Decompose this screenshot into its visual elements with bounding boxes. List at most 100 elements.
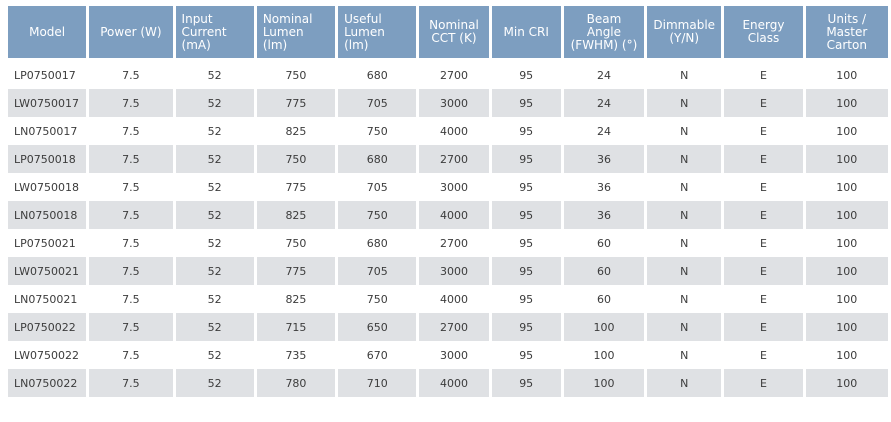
cell-dimmable: N xyxy=(647,61,722,89)
cell-nominal-lumen: 825 xyxy=(256,201,336,229)
cell-power: 7.5 xyxy=(89,285,173,313)
table-header: Model Power (W) Input Current (mA) Nomin… xyxy=(8,6,888,58)
cell-useful-lumen: 680 xyxy=(338,229,417,257)
cell-units-carton: 100 xyxy=(805,117,888,145)
cell-energy-class: E xyxy=(724,145,803,173)
cell-units-carton: 100 xyxy=(805,61,888,89)
table-row: LN0750021 7.5 52 825 750 4000 95 60 N E 100 xyxy=(8,285,888,313)
cell-nominal-cct: 3000 xyxy=(419,173,489,201)
cell-dimmable: N xyxy=(647,89,722,117)
cell-dimmable: N xyxy=(647,313,722,341)
cell-useful-lumen: 670 xyxy=(338,341,417,369)
cell-energy-class: E xyxy=(724,201,803,229)
cell-power: 7.5 xyxy=(89,117,173,145)
header-input-current: Input Current (mA) xyxy=(175,6,254,58)
cell-useful-lumen: 705 xyxy=(338,257,417,285)
cell-input-current: 52 xyxy=(175,89,254,117)
cell-model: LW0750017 xyxy=(8,89,87,117)
cell-units-carton: 100 xyxy=(805,173,888,201)
header-min-cri: Min CRI xyxy=(491,6,561,58)
cell-nominal-cct: 2700 xyxy=(419,61,489,89)
cell-dimmable: N xyxy=(647,285,722,313)
cell-nominal-cct: 3000 xyxy=(419,89,489,117)
table-row: LW0750017 7.5 52 775 705 3000 95 24 N E 100 xyxy=(8,89,888,117)
cell-dimmable: N xyxy=(647,117,722,145)
cell-nominal-lumen: 750 xyxy=(256,61,336,89)
table-row: LW0750018 7.5 52 775 705 3000 95 36 N E 100 xyxy=(8,173,888,201)
cell-useful-lumen: 650 xyxy=(338,313,417,341)
cell-power: 7.5 xyxy=(89,341,173,369)
cell-model: LP0750017 xyxy=(8,61,87,89)
cell-min-cri: 95 xyxy=(491,89,561,117)
cell-energy-class: E xyxy=(724,229,803,257)
cell-nominal-lumen: 775 xyxy=(256,257,336,285)
cell-nominal-lumen: 715 xyxy=(256,313,336,341)
cell-nominal-cct: 2700 xyxy=(419,145,489,173)
cell-nominal-lumen: 780 xyxy=(256,369,336,397)
cell-nominal-cct: 4000 xyxy=(419,201,489,229)
cell-units-carton: 100 xyxy=(805,89,888,117)
cell-model: LP0750021 xyxy=(8,229,87,257)
cell-beam-angle: 24 xyxy=(563,89,645,117)
header-units-carton: Units / Master Carton xyxy=(805,6,888,58)
table-row: LW0750022 7.5 52 735 670 3000 95 100 N E 100 xyxy=(8,341,888,369)
table-row: LP0750018 7.5 52 750 680 2700 95 36 N E 100 xyxy=(8,145,888,173)
cell-nominal-lumen: 775 xyxy=(256,173,336,201)
cell-nominal-cct: 3000 xyxy=(419,341,489,369)
header-spacer xyxy=(8,58,888,61)
cell-input-current: 52 xyxy=(175,117,254,145)
cell-energy-class: E xyxy=(724,117,803,145)
cell-min-cri: 95 xyxy=(491,117,561,145)
cell-dimmable: N xyxy=(647,201,722,229)
cell-useful-lumen: 680 xyxy=(338,145,417,173)
table-row: LP0750021 7.5 52 750 680 2700 95 60 N E 100 xyxy=(8,229,888,257)
header-energy-class: Energy Class xyxy=(724,6,803,58)
cell-beam-angle: 24 xyxy=(563,61,645,89)
cell-energy-class: E xyxy=(724,285,803,313)
cell-input-current: 52 xyxy=(175,145,254,173)
cell-useful-lumen: 705 xyxy=(338,173,417,201)
cell-units-carton: 100 xyxy=(805,285,888,313)
cell-model: LN0750017 xyxy=(8,117,87,145)
cell-beam-angle: 100 xyxy=(563,341,645,369)
cell-nominal-lumen: 750 xyxy=(256,145,336,173)
cell-input-current: 52 xyxy=(175,341,254,369)
cell-units-carton: 100 xyxy=(805,369,888,397)
cell-energy-class: E xyxy=(724,369,803,397)
cell-min-cri: 95 xyxy=(491,229,561,257)
cell-energy-class: E xyxy=(724,61,803,89)
cell-model: LN0750018 xyxy=(8,201,87,229)
cell-power: 7.5 xyxy=(89,229,173,257)
cell-energy-class: E xyxy=(724,257,803,285)
cell-nominal-lumen: 735 xyxy=(256,341,336,369)
cell-input-current: 52 xyxy=(175,201,254,229)
cell-input-current: 52 xyxy=(175,369,254,397)
cell-units-carton: 100 xyxy=(805,201,888,229)
cell-min-cri: 95 xyxy=(491,285,561,313)
cell-nominal-lumen: 825 xyxy=(256,285,336,313)
spacer-cell xyxy=(8,58,888,61)
cell-beam-angle: 100 xyxy=(563,369,645,397)
cell-units-carton: 100 xyxy=(805,341,888,369)
table-row: LP0750022 7.5 52 715 650 2700 95 100 N E 100 xyxy=(8,313,888,341)
cell-power: 7.5 xyxy=(89,145,173,173)
cell-min-cri: 95 xyxy=(491,201,561,229)
header-beam-angle: Beam Angle (FWHM) (°) xyxy=(563,6,645,58)
cell-model: LP0750018 xyxy=(8,145,87,173)
table-row: LN0750022 7.5 52 780 710 4000 95 100 N E 100 xyxy=(8,369,888,397)
cell-input-current: 52 xyxy=(175,313,254,341)
header-model: Model xyxy=(8,6,87,58)
cell-power: 7.5 xyxy=(89,61,173,89)
cell-nominal-cct: 4000 xyxy=(419,369,489,397)
cell-input-current: 52 xyxy=(175,61,254,89)
cell-beam-angle: 100 xyxy=(563,313,645,341)
cell-model: LN0750021 xyxy=(8,285,87,313)
header-nominal-lumen: Nominal Lumen (lm) xyxy=(256,6,336,58)
cell-energy-class: E xyxy=(724,313,803,341)
cell-dimmable: N xyxy=(647,257,722,285)
cell-min-cri: 95 xyxy=(491,61,561,89)
cell-dimmable: N xyxy=(647,369,722,397)
header-dimmable: Dimmable (Y/N) xyxy=(647,6,722,58)
header-nominal-cct: Nominal CCT (K) xyxy=(419,6,489,58)
cell-useful-lumen: 705 xyxy=(338,89,417,117)
